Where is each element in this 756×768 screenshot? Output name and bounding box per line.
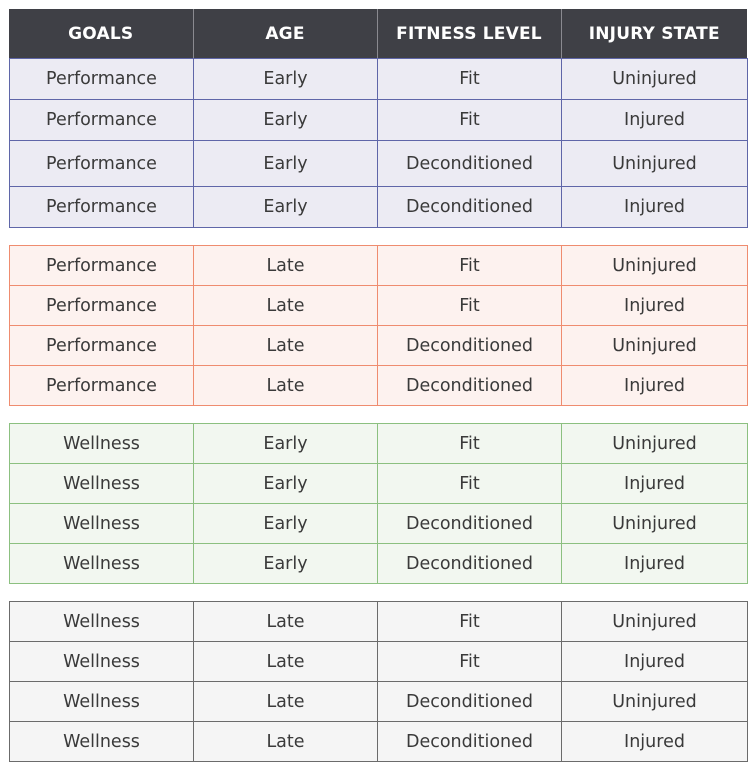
cell-fitness-level: Fit <box>377 601 562 642</box>
cell-age: Early <box>193 423 378 464</box>
header-row: GOALS AGE FITNESS LEVEL INJURY STATE <box>9 9 747 58</box>
cell-fitness-level: Fit <box>377 245 562 286</box>
table-row: Performance Late Deconditioned Uninjured <box>9 325 748 366</box>
cell-goals: Performance <box>9 245 194 286</box>
table-row: Wellness Late Deconditioned Injured <box>9 721 748 762</box>
cell-goals: Wellness <box>9 641 194 682</box>
cell-age: Late <box>193 365 378 406</box>
cell-goals: Performance <box>9 58 194 100</box>
group-wellness-late: Wellness Late Fit Uninjured Wellness Lat… <box>9 601 748 762</box>
cell-fitness-level: Fit <box>377 99 562 141</box>
cell-injury-state: Uninjured <box>561 681 748 722</box>
cell-goals: Wellness <box>9 721 194 762</box>
header-goals: GOALS <box>9 9 194 58</box>
table-row: Wellness Early Fit Uninjured <box>9 423 748 464</box>
cell-age: Early <box>193 140 378 187</box>
cell-goals: Performance <box>9 99 194 141</box>
cell-injury-state: Uninjured <box>561 325 748 366</box>
cell-injury-state: Uninjured <box>561 58 748 100</box>
cell-fitness-level: Fit <box>377 423 562 464</box>
cell-goals: Performance <box>9 365 194 406</box>
cell-fitness-level: Deconditioned <box>377 503 562 544</box>
table-header: GOALS AGE FITNESS LEVEL INJURY STATE <box>9 9 747 58</box>
table-row: Performance Late Deconditioned Injured <box>9 365 748 406</box>
table-row: Wellness Early Deconditioned Injured <box>9 543 748 584</box>
cell-injury-state: Injured <box>561 365 748 406</box>
cell-fitness-level: Deconditioned <box>377 186 562 228</box>
cell-goals: Wellness <box>9 463 194 504</box>
cell-injury-state: Uninjured <box>561 245 748 286</box>
cell-injury-state: Uninjured <box>561 503 748 544</box>
cell-age: Early <box>193 463 378 504</box>
cell-age: Early <box>193 58 378 100</box>
group-wellness-early: Wellness Early Fit Uninjured Wellness Ea… <box>9 423 748 584</box>
cell-fitness-level: Deconditioned <box>377 140 562 187</box>
cell-goals: Wellness <box>9 503 194 544</box>
table-row: Wellness Late Deconditioned Uninjured <box>9 681 748 722</box>
header-fitness-level: FITNESS LEVEL <box>377 9 562 58</box>
table-row: Performance Late Fit Uninjured <box>9 245 748 286</box>
cell-age: Late <box>193 601 378 642</box>
cell-age: Late <box>193 325 378 366</box>
cell-age: Late <box>193 641 378 682</box>
cell-fitness-level: Fit <box>377 641 562 682</box>
table-row: Performance Late Fit Injured <box>9 285 748 326</box>
table-row: Wellness Late Fit Injured <box>9 641 748 682</box>
cell-injury-state: Injured <box>561 99 748 141</box>
cell-age: Early <box>193 503 378 544</box>
cell-goals: Performance <box>9 186 194 228</box>
cell-goals: Wellness <box>9 543 194 584</box>
cell-age: Late <box>193 285 378 326</box>
cell-goals: Performance <box>9 285 194 326</box>
cell-age: Early <box>193 543 378 584</box>
cell-injury-state: Injured <box>561 543 748 584</box>
cell-goals: Wellness <box>9 681 194 722</box>
cell-goals: Wellness <box>9 423 194 464</box>
group-performance-late: Performance Late Fit Uninjured Performan… <box>9 245 748 406</box>
table-row: Performance Early Deconditioned Uninjure… <box>9 140 748 187</box>
cell-injury-state: Injured <box>561 186 748 228</box>
cell-injury-state: Uninjured <box>561 140 748 187</box>
cell-goals: Performance <box>9 325 194 366</box>
table-row: Performance Early Deconditioned Injured <box>9 186 748 228</box>
group-performance-early: Performance Early Fit Uninjured Performa… <box>9 58 748 228</box>
classification-table: GOALS AGE FITNESS LEVEL INJURY STATE Per… <box>9 9 748 762</box>
cell-injury-state: Injured <box>561 285 748 326</box>
header-age: AGE <box>193 9 378 58</box>
cell-injury-state: Uninjured <box>561 601 748 642</box>
table-row: Wellness Late Fit Uninjured <box>9 601 748 642</box>
cell-age: Early <box>193 186 378 228</box>
cell-goals: Performance <box>9 140 194 187</box>
cell-injury-state: Injured <box>561 463 748 504</box>
cell-injury-state: Injured <box>561 721 748 762</box>
table-row: Performance Early Fit Uninjured <box>9 58 748 100</box>
cell-age: Late <box>193 681 378 722</box>
cell-goals: Wellness <box>9 601 194 642</box>
cell-age: Early <box>193 99 378 141</box>
cell-age: Late <box>193 721 378 762</box>
header-injury-state: INJURY STATE <box>561 9 747 58</box>
cell-fitness-level: Deconditioned <box>377 325 562 366</box>
cell-fitness-level: Fit <box>377 285 562 326</box>
table-row: Wellness Early Fit Injured <box>9 463 748 504</box>
cell-injury-state: Uninjured <box>561 423 748 464</box>
cell-fitness-level: Fit <box>377 58 562 100</box>
cell-fitness-level: Fit <box>377 463 562 504</box>
cell-fitness-level: Deconditioned <box>377 681 562 722</box>
cell-age: Late <box>193 245 378 286</box>
cell-fitness-level: Deconditioned <box>377 365 562 406</box>
cell-fitness-level: Deconditioned <box>377 543 562 584</box>
cell-injury-state: Injured <box>561 641 748 682</box>
table-row: Wellness Early Deconditioned Uninjured <box>9 503 748 544</box>
cell-fitness-level: Deconditioned <box>377 721 562 762</box>
table-row: Performance Early Fit Injured <box>9 99 748 141</box>
